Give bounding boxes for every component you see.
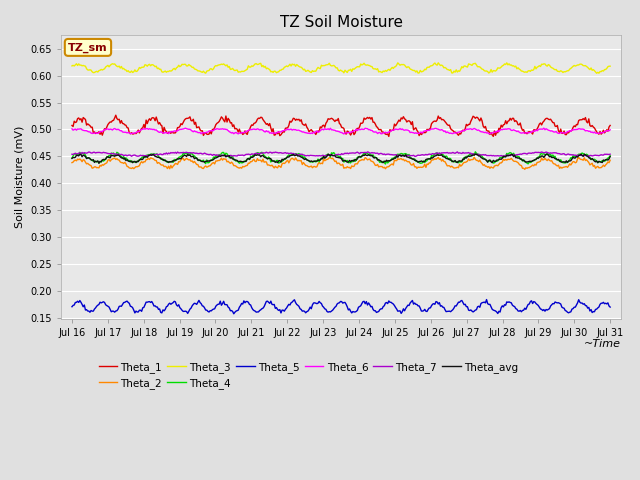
Theta_1 [237,130,244,135]
Theta_7 [465,150,472,156]
Theta_4 [396,151,404,157]
Theta_3 [236,69,243,75]
Theta_3 [395,61,403,67]
Theta_avg [68,156,76,161]
Text: TZ_sm: TZ_sm [68,42,108,52]
Theta_3 [68,63,76,69]
Theta_avg [95,160,103,166]
Line: Theta_4: Theta_4 [72,152,610,164]
Theta_6 [606,127,614,132]
Theta_1 [68,122,76,128]
Theta_3 [295,63,303,69]
Theta_6 [68,126,76,132]
Theta_2 [606,157,614,163]
Theta_6 [540,125,548,131]
Theta_1 [397,115,405,121]
Theta_5 [296,306,304,312]
Theta_6 [236,130,243,136]
Theta_1 [371,119,378,125]
Theta_1 [112,112,120,118]
Theta_2 [236,165,243,171]
Theta_2 [463,158,471,164]
Theta_3 [465,61,472,67]
Theta_avg [472,151,479,157]
Theta_4 [381,161,389,167]
Theta_6 [559,130,567,135]
Theta_6 [396,126,404,132]
Theta_2 [470,155,478,160]
Line: Theta_2: Theta_2 [72,157,610,169]
Theta_5 [68,304,76,310]
Theta_4 [559,160,567,166]
Theta_5 [465,307,472,313]
Theta_5 [483,297,490,302]
Theta_7 [396,152,404,158]
Theta_5 [230,311,237,317]
Theta_avg [606,154,614,159]
Theta_4 [68,155,76,161]
Theta_2 [395,156,403,162]
Theta_3 [558,69,566,74]
Theta_3 [606,63,614,69]
Theta_4 [465,153,472,158]
Theta_4 [236,160,243,166]
Theta_1 [559,131,567,136]
Line: Theta_avg: Theta_avg [72,154,610,163]
Theta_2 [559,165,567,170]
Theta_7 [364,149,371,155]
Text: ~Time: ~Time [584,338,621,348]
Theta_4 [295,151,303,156]
Theta_avg [237,158,244,164]
Theta_5 [396,308,404,314]
Line: Theta_7: Theta_7 [72,152,610,156]
Theta_4 [472,149,479,155]
Line: Theta_5: Theta_5 [72,300,610,314]
Theta_7 [606,151,614,157]
Theta_1 [606,122,614,128]
Theta_5 [237,303,244,309]
Theta_5 [559,305,567,311]
Theta_1 [466,121,474,127]
Theta_6 [465,126,472,132]
Theta_7 [371,150,378,156]
Theta_3 [435,60,442,66]
Theta_2 [521,167,529,172]
Theta_7 [585,154,593,159]
Y-axis label: Soil Moisture (mV): Soil Moisture (mV) [15,126,25,228]
Theta_7 [558,151,566,157]
Theta_avg [396,152,404,158]
Theta_3 [369,66,377,72]
Theta_1 [296,118,304,124]
Title: TZ Soil Moisture: TZ Soil Moisture [280,15,403,30]
Theta_3 [593,71,600,76]
Theta_7 [68,151,76,157]
Theta_avg [296,154,304,159]
Theta_avg [371,155,378,161]
Theta_2 [295,157,303,163]
Line: Theta_6: Theta_6 [72,128,610,134]
Theta_avg [465,153,472,159]
Theta_4 [606,153,614,159]
Theta_7 [295,152,303,158]
Theta_4 [369,152,377,158]
Theta_2 [68,160,76,166]
Line: Theta_1: Theta_1 [72,115,610,136]
Theta_5 [606,304,614,310]
Theta_5 [371,308,378,313]
Theta_7 [236,153,243,158]
Theta_6 [340,131,348,137]
Theta_6 [295,127,303,133]
Line: Theta_3: Theta_3 [72,63,610,73]
Theta_1 [385,133,393,139]
Theta_avg [559,159,567,165]
Theta_2 [369,159,377,165]
Theta_6 [371,129,378,135]
Legend: Theta_1, Theta_2, Theta_3, Theta_4, Theta_5, Theta_6, Theta_7, Theta_avg: Theta_1, Theta_2, Theta_3, Theta_4, Thet… [95,358,522,393]
